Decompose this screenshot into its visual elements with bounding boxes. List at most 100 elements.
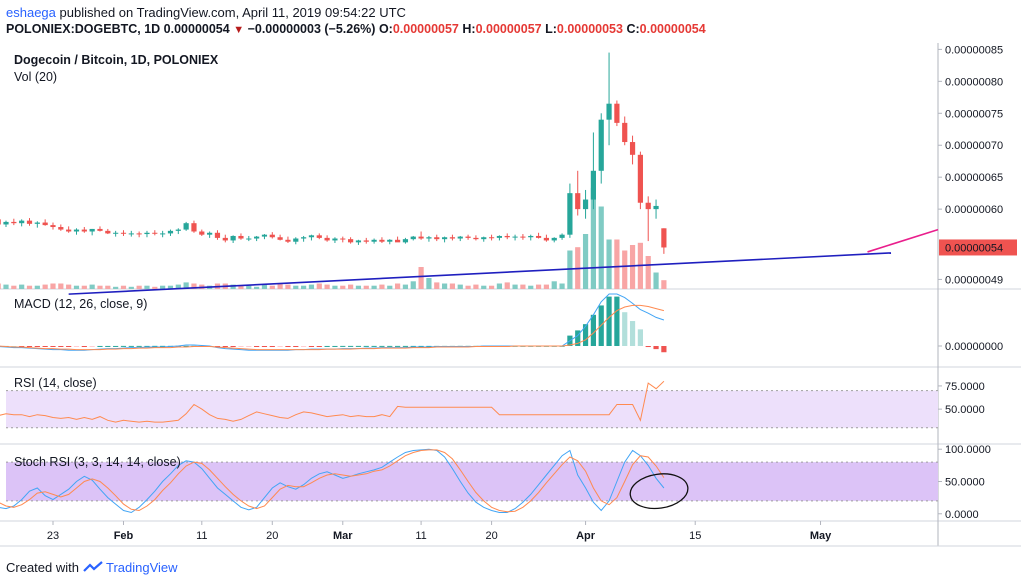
macd-histogram-bar <box>629 321 636 346</box>
candle-body <box>207 232 213 235</box>
macd-histogram-bar <box>293 346 299 347</box>
price-tick-label: 0.00000085 <box>945 44 1003 56</box>
volume-bar <box>363 285 369 289</box>
candle-body <box>128 233 134 235</box>
candle-body <box>3 221 9 225</box>
volume-bar <box>512 284 518 289</box>
candle-body <box>332 238 338 241</box>
author-name[interactable]: eshaega <box>6 5 56 20</box>
open-label: O: <box>378 22 393 36</box>
volume-bar <box>371 285 377 289</box>
candle-body <box>348 239 354 243</box>
volume-bar <box>535 284 542 289</box>
volume-bar <box>285 284 291 289</box>
macd-histogram-bar <box>269 346 275 347</box>
volume-bar <box>73 285 80 289</box>
candle-body <box>465 236 471 238</box>
time-tick-label: 20 <box>485 530 497 542</box>
volume-bar <box>238 285 244 289</box>
macd-label: MACD (12, 26, close, 9) <box>14 297 148 311</box>
candle-body <box>120 232 127 234</box>
volume-bar <box>434 282 440 289</box>
volume-bar <box>653 272 659 289</box>
candle-body <box>136 233 142 235</box>
open-value: 0.00000057 <box>392 22 459 36</box>
tradingview-brand[interactable]: TradingView <box>106 560 178 575</box>
volume-bar <box>0 283 1 289</box>
volume-bar <box>167 285 174 289</box>
macd-histogram-bar <box>371 345 377 347</box>
volume-bar <box>457 284 463 289</box>
macd-histogram-bar <box>261 346 268 347</box>
volume-bar <box>293 285 299 289</box>
time-tick-label: Mar <box>333 530 353 542</box>
macd-histogram-bar <box>113 345 119 347</box>
candle-body <box>73 229 80 232</box>
price-tick-label: 0.00000070 <box>945 140 1003 152</box>
candle-body <box>66 229 72 232</box>
macd-histogram-bar <box>575 330 581 346</box>
volume-bar <box>26 285 33 289</box>
candle-body <box>590 170 596 200</box>
footer: Created with TradingView <box>6 560 178 575</box>
stoch-tick-label: 0.0000 <box>945 509 979 521</box>
time-tick-label: 11 <box>196 530 207 542</box>
projection-line <box>867 228 939 253</box>
candle-body <box>238 235 244 239</box>
volume-bar <box>402 284 409 289</box>
price-tick-label: 0.00000075 <box>945 108 1003 120</box>
rsi-line <box>0 380 665 423</box>
candle-body <box>355 240 362 243</box>
macd-histogram-bar <box>301 346 307 347</box>
macd-histogram-bar <box>614 296 620 346</box>
candle-body <box>606 103 612 120</box>
macd-histogram-bar <box>128 345 134 347</box>
volume-bar <box>559 283 565 289</box>
price-tick-label: 0.00000080 <box>945 76 1003 88</box>
macd-histogram-bar <box>97 345 103 347</box>
time-tick-label: 23 <box>47 530 59 542</box>
volume-bar <box>175 284 181 289</box>
macd-histogram-bar <box>418 345 424 347</box>
volume-bar <box>387 285 393 289</box>
candle-body <box>199 231 205 235</box>
macd-histogram-bar <box>222 346 228 347</box>
time-tick-label: Apr <box>576 530 596 542</box>
macd-histogram-bar <box>402 345 409 347</box>
candle-body <box>575 193 581 210</box>
macd-histogram-bar <box>426 345 432 347</box>
volume-bar <box>622 250 628 289</box>
candle-body <box>426 237 432 239</box>
volume-bar <box>3 284 9 289</box>
price-tick-label: 0.00000065 <box>945 172 1003 184</box>
candle-body <box>387 239 393 242</box>
macd-histogram-bar <box>26 346 33 347</box>
rsi-band <box>6 390 938 428</box>
candle-body <box>449 237 456 239</box>
macd-histogram-bar <box>332 345 338 347</box>
volume-bar <box>528 285 534 289</box>
volume-bar <box>441 283 448 289</box>
macd-tick-label: 0.00000000 <box>945 341 1003 353</box>
volume-bar <box>42 284 48 289</box>
volume-bar <box>191 283 197 289</box>
low-value: 0.00000053 <box>556 22 623 36</box>
macd-histogram-bar <box>183 345 189 347</box>
volume-bar <box>496 283 503 289</box>
candle-body <box>160 233 166 235</box>
macd-histogram-bar <box>89 346 95 347</box>
rsi-label: RSI (14, close) <box>14 376 97 390</box>
support-trendline <box>68 252 892 295</box>
candle-body <box>363 240 369 242</box>
volume-bar <box>449 283 456 289</box>
volume-bar <box>113 286 119 289</box>
macd-histogram-bar <box>653 346 659 350</box>
volume-bar <box>120 285 127 289</box>
volume-bar <box>551 281 557 289</box>
macd-histogram-bar <box>394 345 401 347</box>
volume-bar <box>230 284 236 289</box>
volume-bar <box>543 284 550 289</box>
candle-body <box>340 238 346 240</box>
macd-histogram-bar <box>590 314 596 346</box>
